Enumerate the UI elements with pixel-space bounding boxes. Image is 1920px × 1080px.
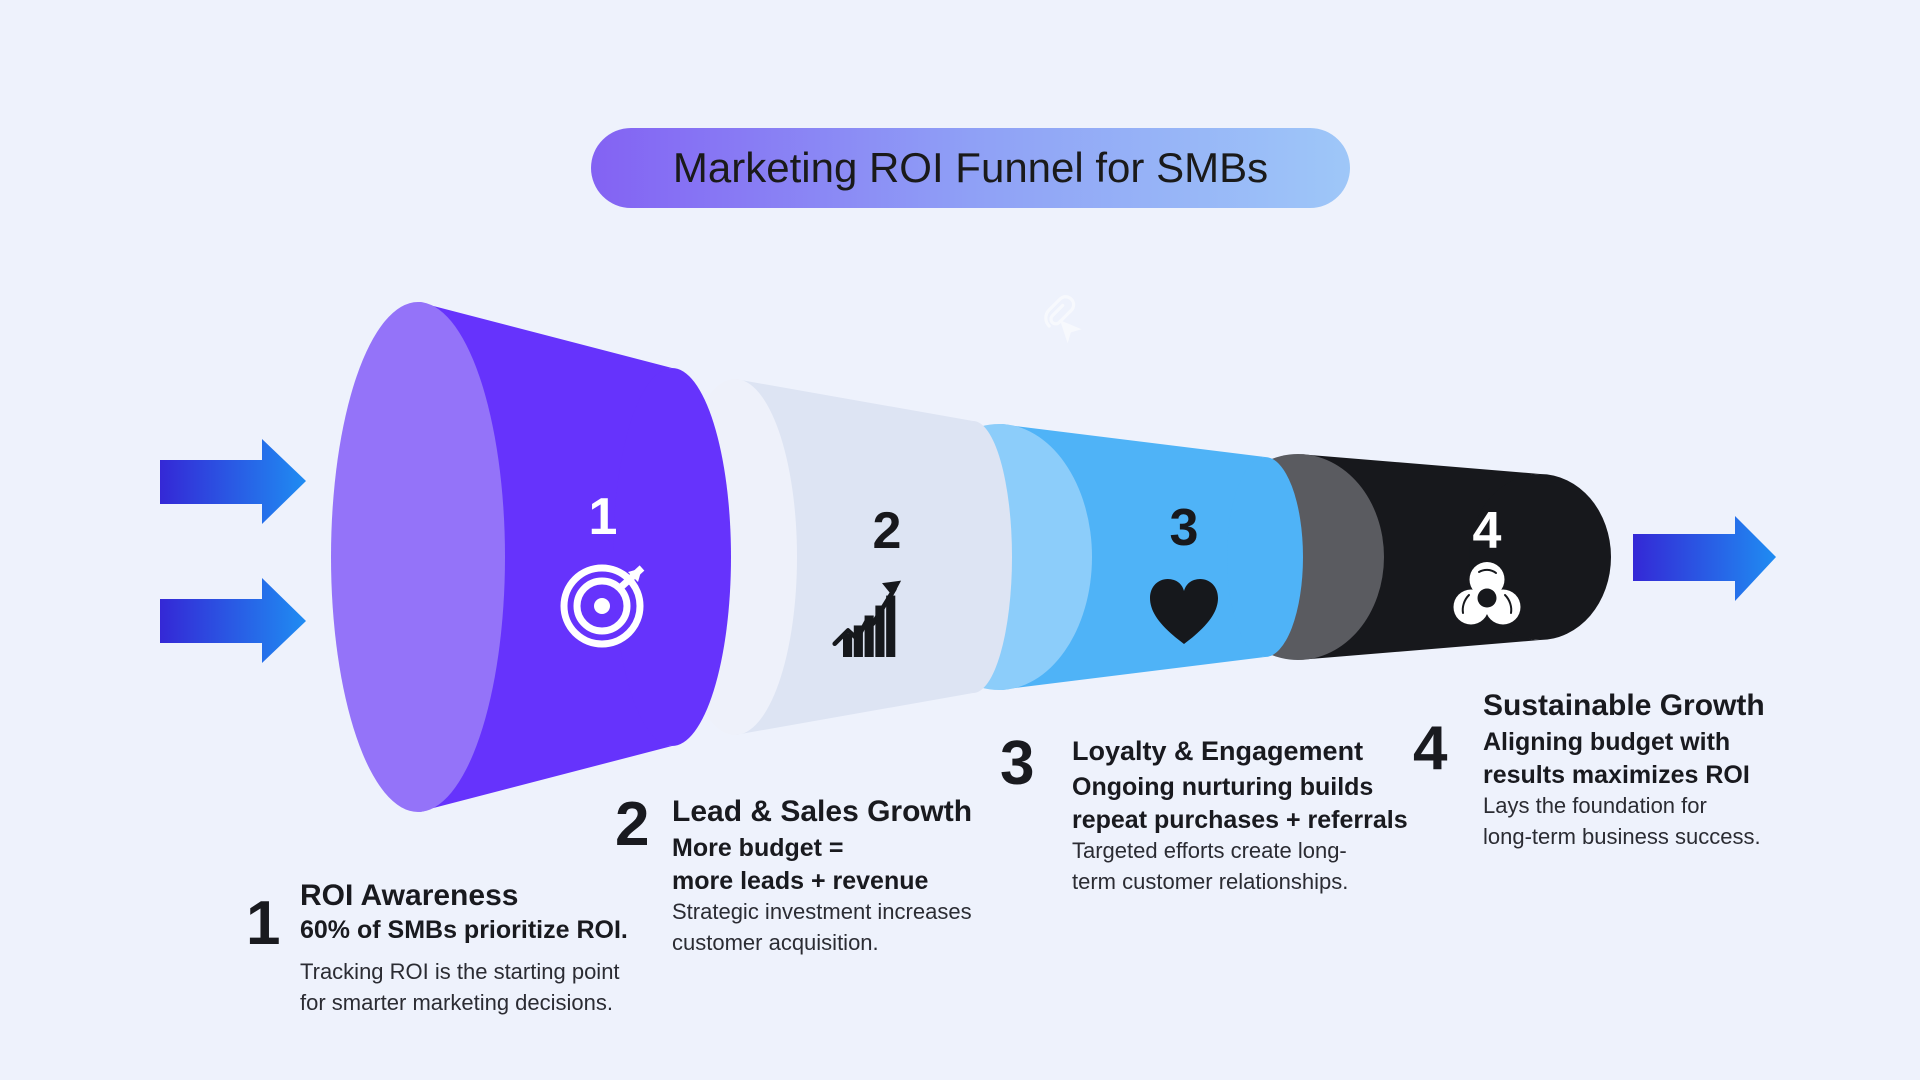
svg-text:2: 2 — [873, 502, 902, 560]
svg-text:4: 4 — [1473, 502, 1502, 560]
svg-text:3: 3 — [1170, 499, 1199, 557]
svg-text:1: 1 — [589, 488, 618, 546]
